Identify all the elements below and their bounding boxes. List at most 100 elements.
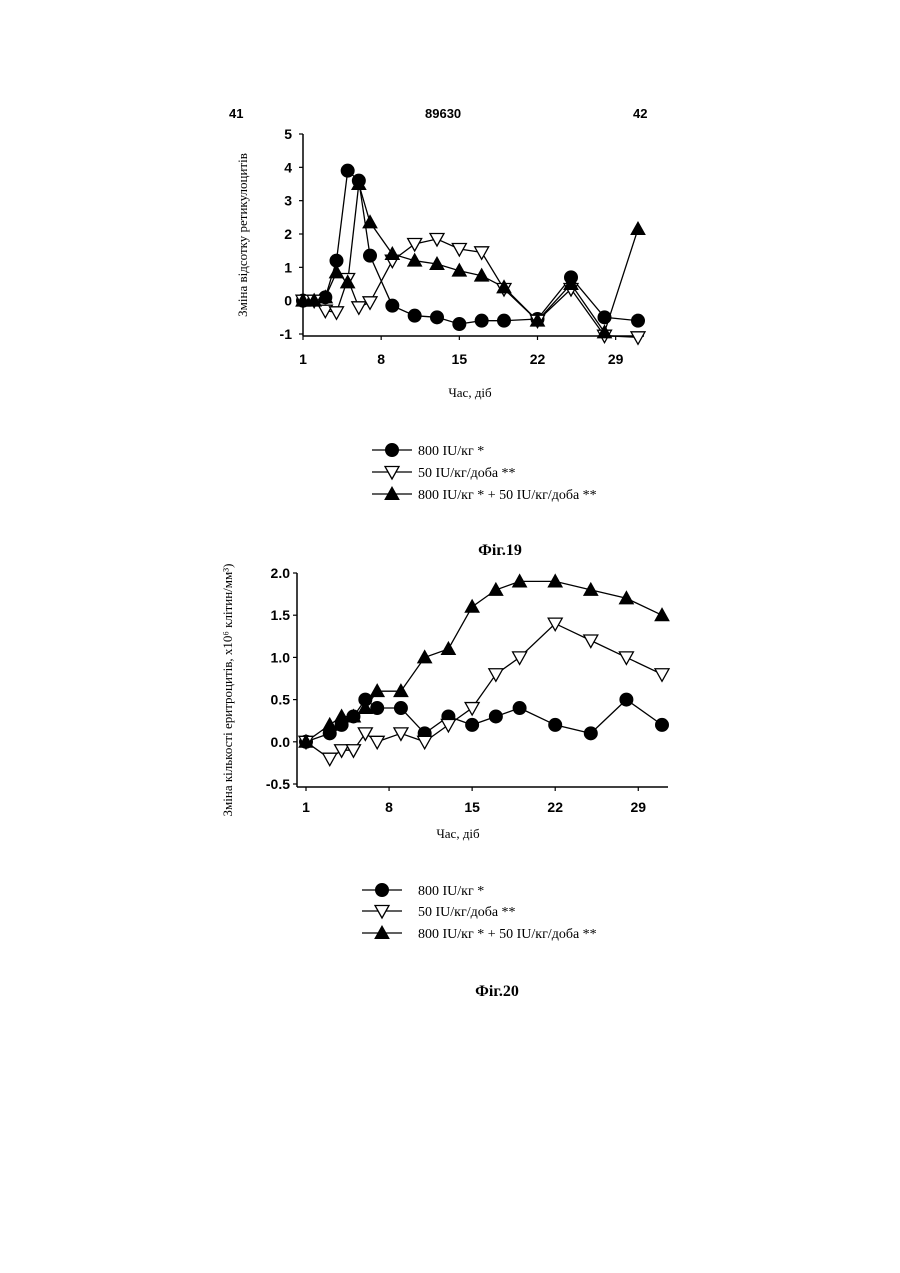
data-point	[453, 318, 466, 331]
data-point	[631, 222, 645, 235]
data-point	[489, 669, 503, 682]
data-point	[385, 247, 399, 260]
data-point	[441, 719, 455, 732]
x-tick-label: 15	[452, 351, 468, 367]
figures-canvas: -1 0 1 2 3 4 5 1 8 15 22 29 Час, діб Зміна відсотку р…	[0, 0, 900, 1273]
legend-marker	[386, 444, 399, 457]
chart-fig20: -0.5 0.0 0.5 1.0 1.5 2.0 1 8 15 22 29 Час, діб Зміна…	[220, 564, 669, 1000]
data-point	[489, 583, 503, 596]
legend-label: 800 IU/кг * + 50 IU/кг/доба **	[418, 488, 597, 503]
data-point	[489, 710, 502, 723]
legend-label: 50 IU/кг/доба **	[418, 466, 516, 481]
data-point	[513, 702, 526, 715]
data-point	[352, 302, 366, 315]
y-tick-label: 5	[284, 126, 292, 142]
data-point	[408, 239, 422, 252]
x-tick-label: 29	[630, 799, 646, 815]
data-point	[335, 709, 349, 722]
legend-label: 800 IU/кг *	[418, 884, 484, 899]
data-point	[371, 702, 384, 715]
y-tick-label: -1	[280, 326, 293, 342]
x-axis-label: Час, діб	[436, 826, 480, 841]
series-line-1	[303, 171, 638, 324]
data-point	[370, 684, 384, 697]
data-point	[465, 703, 479, 716]
data-point	[598, 311, 611, 324]
y-tick-label: 3	[284, 193, 292, 209]
data-point	[330, 265, 344, 278]
data-point	[408, 254, 422, 266]
data-point	[656, 718, 669, 731]
data-point	[431, 311, 444, 324]
data-point	[549, 718, 562, 731]
series-line-3	[303, 184, 638, 332]
data-point	[323, 753, 337, 766]
data-point	[386, 299, 399, 312]
legend-label: 800 IU/кг *	[418, 444, 484, 459]
data-point	[370, 736, 384, 749]
data-point	[465, 600, 479, 613]
data-point	[620, 693, 633, 706]
y-tick-label: 4	[284, 159, 292, 175]
y-axis-label: Зміна кількості еритроцитів, x10⁶ клітин…	[220, 564, 235, 817]
data-point	[452, 264, 466, 277]
data-point	[632, 314, 645, 327]
legend-marker	[385, 467, 399, 480]
x-tick-label: 15	[464, 799, 480, 815]
data-point	[466, 718, 479, 731]
x-tick-label: 8	[377, 351, 385, 367]
data-point	[441, 642, 455, 655]
legend-marker	[385, 487, 399, 500]
y-tick-label: 2	[284, 226, 292, 242]
legend-label: 800 IU/кг * + 50 IU/кг/доба **	[418, 927, 597, 942]
data-point	[323, 718, 337, 731]
y-tick-label: 0.0	[271, 734, 291, 750]
data-point	[498, 314, 511, 327]
legend-marker	[376, 884, 389, 897]
y-tick-label: 1.5	[271, 607, 291, 623]
y-tick-label: -0.5	[266, 776, 290, 792]
data-point	[418, 650, 432, 663]
chart-fig19: -1 0 1 2 3 4 5 1 8 15 22 29 Час, діб Зміна відсотку р…	[235, 126, 645, 559]
y-tick-label: 0	[284, 293, 292, 309]
y-tick-label: 0.5	[271, 692, 291, 708]
x-tick-label: 22	[530, 351, 546, 367]
data-point	[364, 249, 377, 262]
data-point	[346, 745, 360, 758]
y-axis-label: Зміна відсотку ретикулоцитів	[235, 153, 250, 317]
legend-label: 50 IU/кг/доба **	[418, 905, 516, 920]
data-point	[408, 309, 421, 322]
data-point	[358, 728, 372, 741]
data-point	[655, 669, 669, 682]
y-tick-label: 1.0	[271, 649, 291, 665]
data-point	[513, 574, 527, 587]
data-point	[341, 164, 354, 177]
x-tick-label: 1	[299, 351, 307, 367]
x-tick-label: 8	[385, 799, 393, 815]
legend-marker	[375, 926, 389, 939]
data-point	[394, 702, 407, 715]
y-tick-label: 2.0	[271, 565, 291, 581]
data-point	[619, 652, 633, 665]
data-point	[513, 652, 527, 665]
data-point	[394, 728, 408, 741]
figure-caption: Фіг.20	[475, 983, 519, 1000]
x-tick-label: 22	[547, 799, 563, 815]
x-tick-label: 29	[608, 351, 624, 367]
data-point	[394, 684, 408, 697]
data-point	[475, 314, 488, 327]
series-line-2	[306, 624, 662, 759]
y-tick-label: 1	[284, 259, 292, 275]
legend-marker	[375, 906, 389, 919]
x-tick-label: 1	[302, 799, 310, 815]
data-point	[655, 608, 669, 621]
figure-caption: Фіг.19	[478, 542, 522, 559]
data-point	[548, 574, 562, 587]
x-axis-label: Час, діб	[448, 385, 492, 400]
data-point	[335, 745, 349, 758]
data-point	[584, 635, 598, 648]
data-point	[330, 307, 344, 320]
data-point	[631, 332, 645, 345]
patent-page: 41 89630 42 -101234518152229Час, дібЗмін…	[0, 0, 900, 1273]
data-point	[418, 736, 432, 749]
